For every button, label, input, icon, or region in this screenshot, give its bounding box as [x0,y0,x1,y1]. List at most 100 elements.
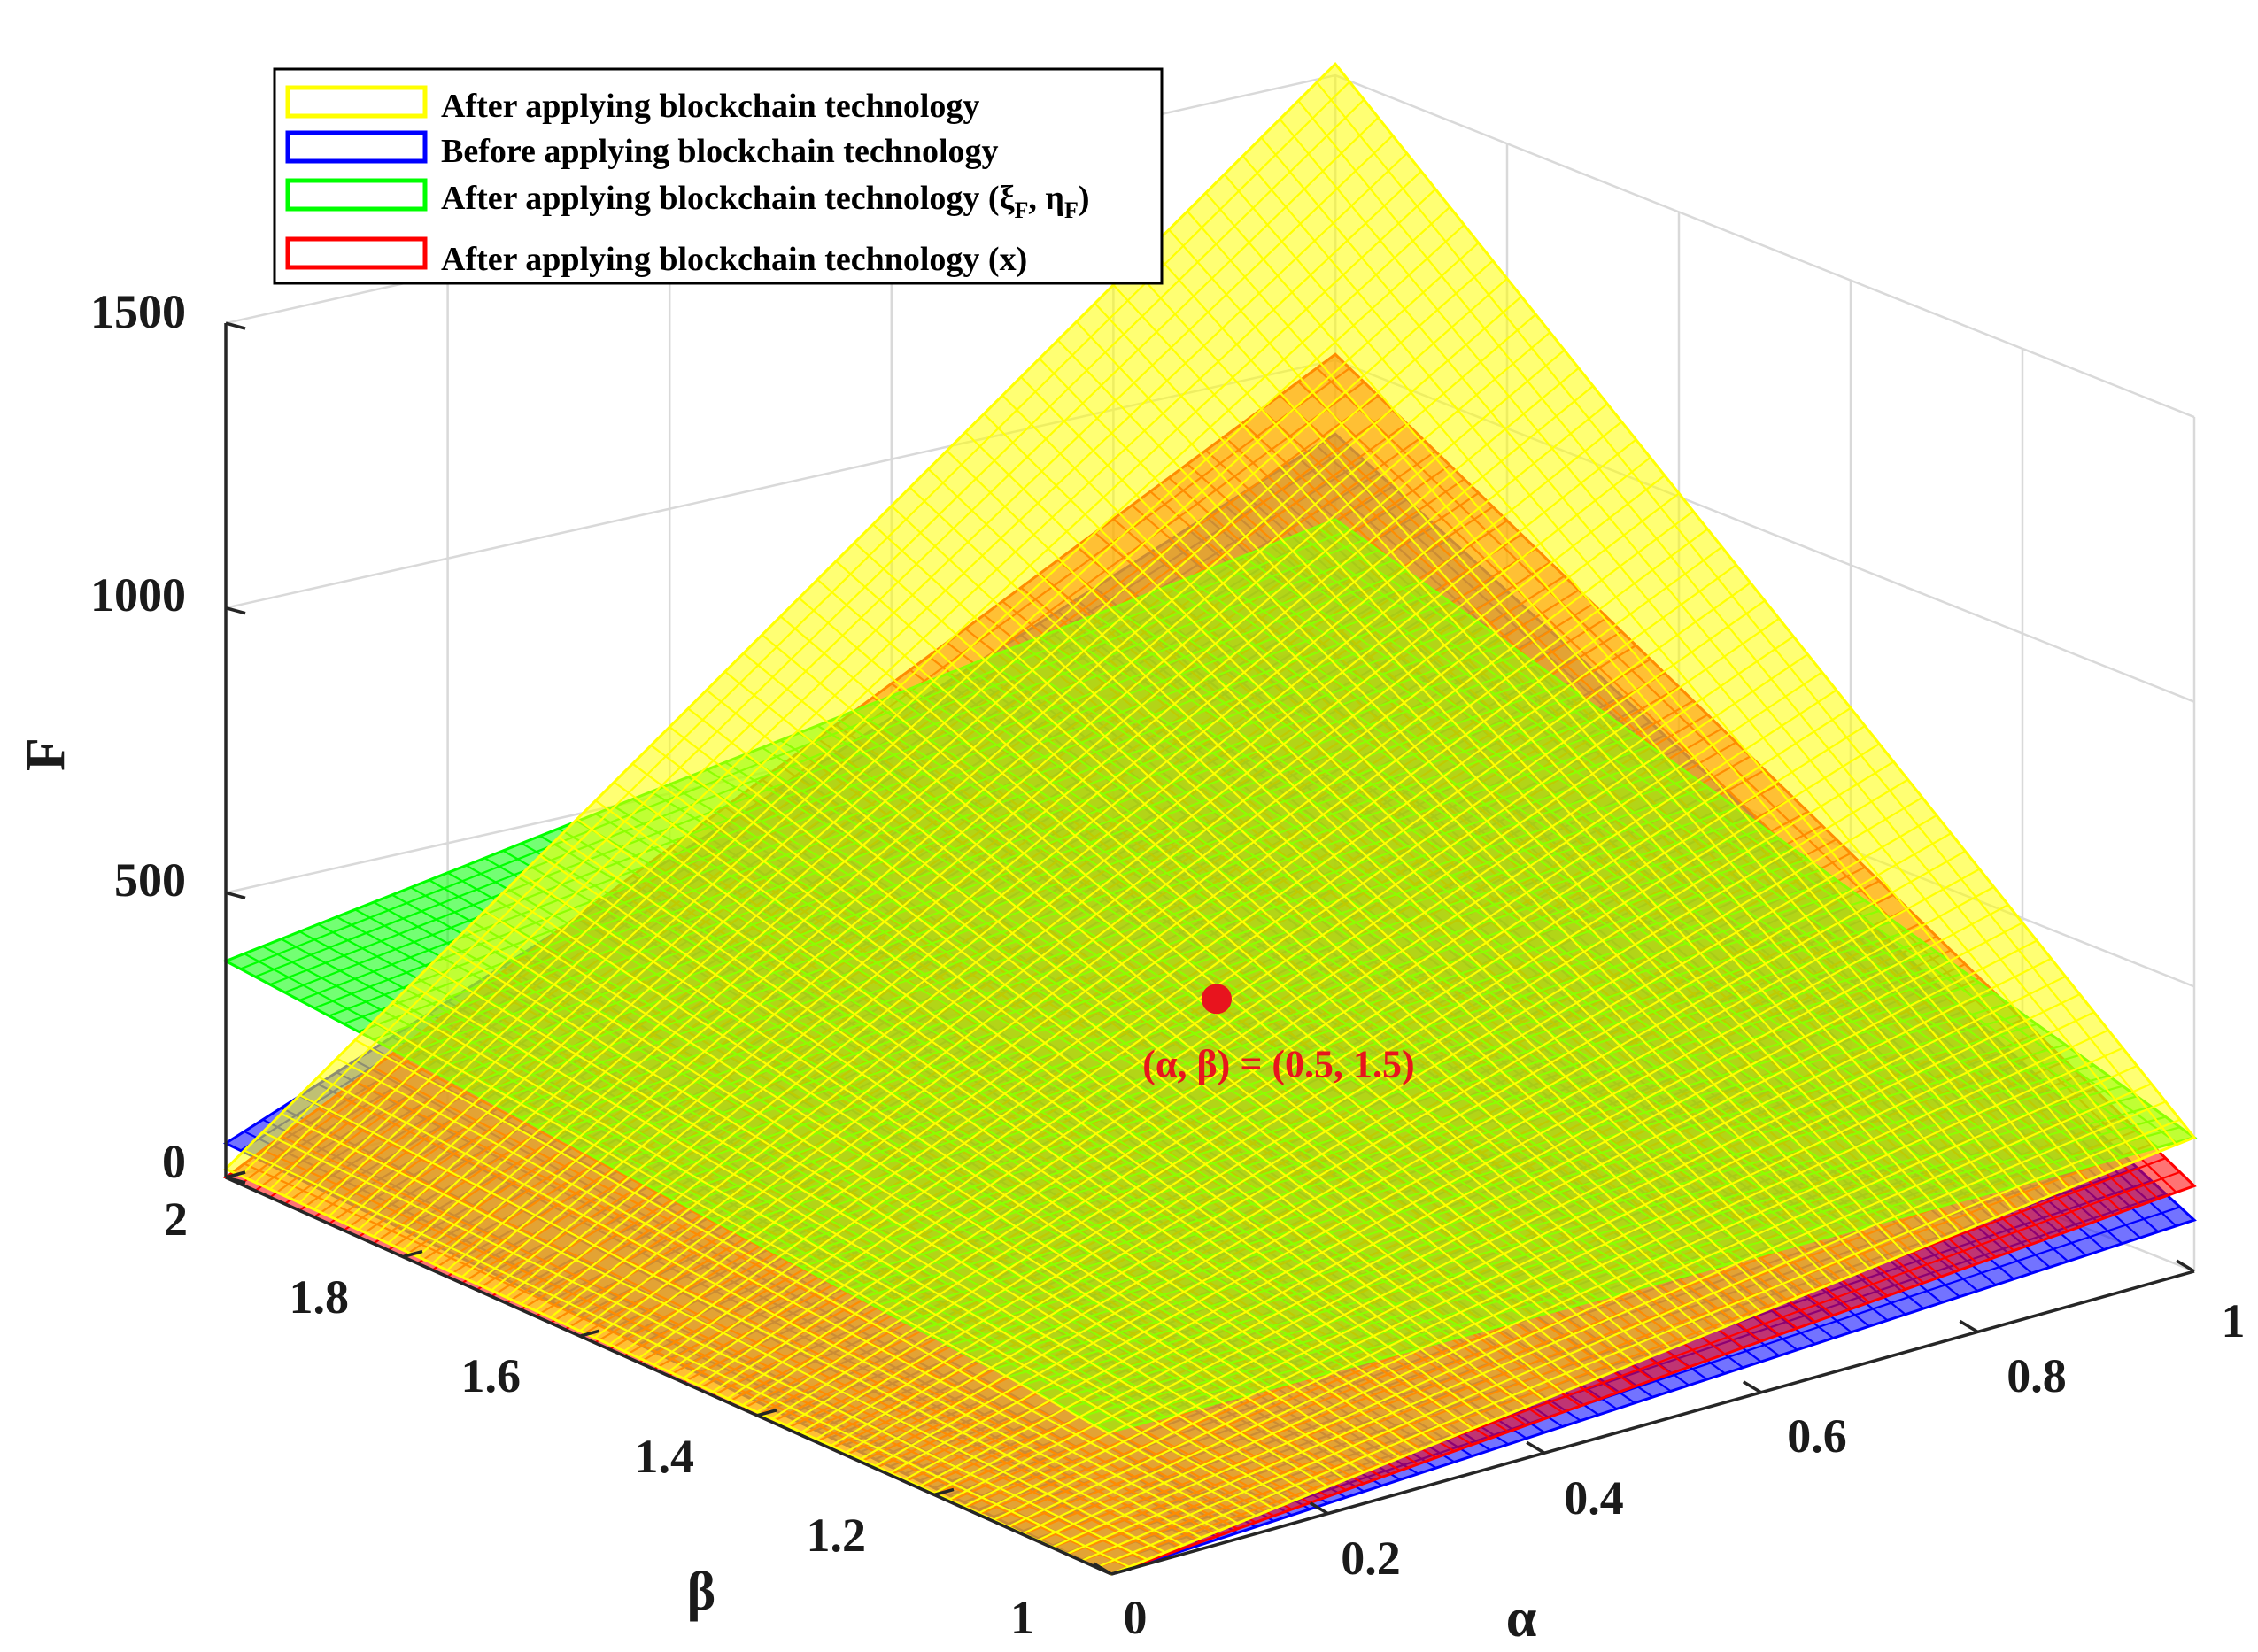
surface-mesh-line [608,528,1708,1346]
legend: After applying blockchain technology Bef… [273,67,1164,285]
beta-tick-label: 1.4 [635,1430,695,1483]
surface-mesh-line [254,98,1365,1184]
surface-mesh-line [579,492,1680,1332]
surface-mesh-line [771,725,1866,1420]
surface-mesh-line [963,957,2052,1508]
highlight-point [1202,984,1232,1015]
surfaces [222,61,2198,1576]
surface-mesh-line [933,922,2023,1494]
surface-mesh-line [697,636,1794,1386]
surface-mesh-line [993,993,2081,1521]
legend-entry: Before applying blockchain technology [441,133,999,170]
z-tick-labels: 1500 1000 500 0 [90,285,186,1188]
surface-mesh-line [830,796,1923,1447]
surface-mesh-line [1081,1100,2167,1562]
surface-mesh-line [978,975,2066,1515]
surface-mesh-line [460,349,1566,1278]
beta-tick-label: 1.6 [461,1349,522,1402]
surface-mesh-line [860,832,1952,1461]
alpha-tick-mark [1959,1319,1979,1333]
surface-mesh-line [1110,1219,2195,1576]
surface-mesh-line [816,778,1909,1440]
z-tick-label: 1500 [90,285,186,338]
surface-series [223,61,2197,1576]
surface-mesh-line [387,259,1494,1245]
alpha-tick-mark [1526,1440,1546,1455]
surface-mesh-line [372,242,1480,1238]
alpha-tick-label: 0.4 [1564,1471,1624,1525]
alpha-tick-label: 0.8 [2007,1349,2067,1402]
surface-mesh-line [1051,1064,2138,1548]
legend-swatch-green [285,178,428,212]
beta-axis-line [225,1176,1112,1576]
surface-mesh-line [623,545,1723,1353]
surface-mesh-line [283,135,1394,1197]
z-tick-label: 0 [162,1135,186,1188]
surface-mesh-line [298,152,1408,1204]
alpha-tick-label: 0.6 [1787,1409,1847,1463]
z-tick-mark [225,606,246,615]
surface-mesh-line [1007,1011,2095,1528]
surface-mesh-line [269,117,1380,1191]
surface-mesh-line [549,456,1651,1319]
surface-mesh-line [594,510,1694,1339]
beta-tick-mark [756,1409,777,1417]
legend-entry: After applying blockchain technology (x) [441,241,1027,278]
beta-tick-label: 1.2 [807,1509,867,1562]
surface-mesh-line [1037,1046,2123,1541]
surface-mesh-line [446,331,1551,1271]
beta-tick-mark [1110,1567,1132,1576]
z-axis-label: F [16,737,76,771]
surface-mesh-line [505,403,1608,1299]
surface-mesh-line [520,421,1623,1305]
z-tick-mark [225,1176,246,1185]
legend-swatch-red [285,236,428,270]
alpha-tick-mark [2176,1259,2195,1273]
surface-mesh-line [535,438,1637,1312]
surface-mesh-line [948,939,2038,1501]
surface-mesh-line [313,170,1422,1210]
alpha-axis-line [1110,1270,2195,1576]
surface-mesh-line [491,385,1594,1292]
surface-mesh-line [1110,1136,2195,1576]
surface-mesh-line [904,885,1995,1481]
beta-tick-mark [402,1249,423,1259]
alpha-tick-label: 1 [2222,1294,2246,1347]
z-tick-label: 1000 [90,568,186,621]
beta-tick-mark [225,1170,246,1179]
beta-tick-label: 2 [164,1193,188,1246]
legend-entry: After applying blockchain technology [441,88,979,125]
alpha-tick-mark [1309,1501,1329,1516]
alpha-axis-label: α [1506,1588,1537,1648]
z-tick-label: 500 [114,853,186,907]
surface-mesh-line [1022,1029,2109,1535]
beta-axis-label: β [687,1562,716,1622]
surface-mesh-line [741,689,1837,1407]
highlight-annotation: (α, β) = (0.5, 1.5) [1142,1042,1414,1085]
beta-tick-labels: 2 1.8 1.6 1.4 1.2 1 [164,1193,1034,1644]
surface-mesh-line [476,367,1580,1285]
alpha-tick-mark [1093,1562,1112,1576]
surface-mesh-line [874,850,1966,1467]
alpha-tick-label: 0.2 [1341,1532,1401,1585]
beta-tick-label: 1.8 [290,1270,350,1324]
surface-mesh-line [564,475,1666,1325]
legend-swatch-yellow [285,85,428,119]
surface-mesh-line [1110,1185,2195,1576]
surface-mesh-line [727,671,1823,1400]
surface-mesh-line [845,814,1937,1454]
alpha-tick-mark [1742,1380,1762,1394]
beta-tick-label: 1 [1010,1591,1034,1644]
alpha-tick-labels: 0 0.2 0.4 0.6 0.8 1 [1124,1294,2246,1644]
beta-tick-mark [933,1487,955,1497]
surface-mesh-line [358,224,1465,1231]
surface-mesh-line [653,582,1751,1366]
legend-entry: After applying blockchain technology (ξF… [441,180,1090,223]
surface-mesh-line [638,564,1737,1359]
surface-mesh-line [756,706,1852,1413]
surface-mesh-line [239,81,1350,1177]
surface-mesh-line [1095,1118,2181,1569]
surface-mesh-line [918,904,2009,1487]
surface-mesh-line [328,188,1436,1217]
z-tick-mark [225,321,246,330]
